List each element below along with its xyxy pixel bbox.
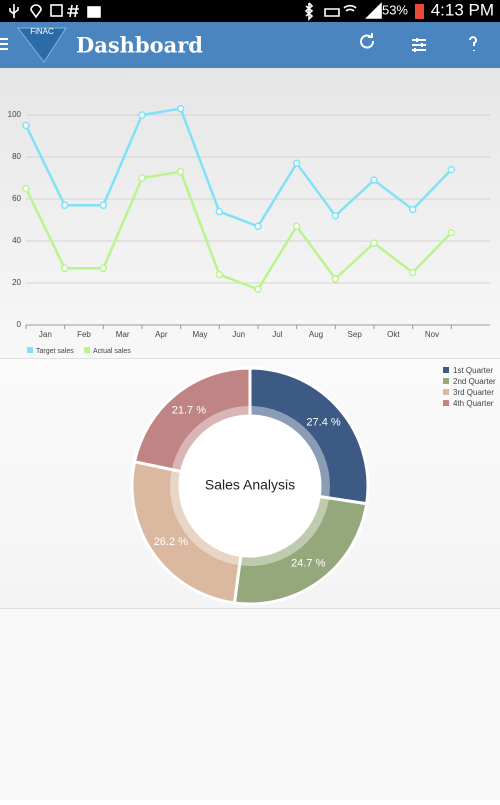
data-point	[408, 268, 417, 277]
data-point	[370, 239, 378, 247]
legend-swatch	[443, 400, 449, 406]
data-point	[292, 159, 301, 168]
refresh-icon[interactable]	[360, 33, 374, 49]
app-title: Dashboard	[76, 33, 203, 58]
pie-slice	[132, 366, 252, 474]
data-point	[176, 167, 185, 176]
x-tick-label: Jun	[232, 330, 245, 339]
logo-shape	[16, 27, 67, 63]
legend-label: 1st Quarter	[453, 366, 493, 375]
x-tick-label: Okt	[387, 330, 400, 339]
x-tick-label: Mar	[116, 330, 130, 339]
data-point	[408, 205, 417, 214]
x-tick-label: Aug	[309, 330, 323, 339]
menu-icon[interactable]	[0, 38, 8, 50]
center-title: Sales Analysis	[205, 477, 295, 493]
center-hole	[181, 417, 319, 555]
settings-icon[interactable]	[412, 38, 426, 52]
status-icons	[9, 2, 424, 21]
data-point	[331, 212, 340, 220]
legend-label: 2nd Quarter	[453, 377, 496, 386]
x-tick-label: Apr	[155, 330, 168, 339]
pie-slice	[130, 459, 243, 605]
data-point	[447, 228, 456, 237]
status-bar	[0, 0, 500, 22]
legend-label: Target sales	[36, 348, 74, 355]
series-line	[24, 170, 453, 291]
battery-text: 53%	[382, 2, 408, 17]
value-label: 21.7 %	[172, 405, 206, 417]
series-line	[24, 107, 453, 228]
legend-label: 3rd Quarter	[453, 388, 494, 397]
data-point	[138, 111, 146, 119]
pie-slice	[248, 366, 370, 506]
data-point	[331, 275, 340, 283]
y-tick-label: 100	[8, 110, 22, 119]
value-label: 27.4 %	[306, 417, 340, 429]
data-point	[138, 174, 146, 182]
x-tick-label: Jul	[272, 330, 282, 339]
data-point	[292, 222, 301, 231]
x-tick-label: Sep	[348, 330, 363, 339]
clock: 4:13 PM	[431, 0, 494, 19]
legend-swatch	[443, 367, 449, 373]
data-point	[99, 264, 108, 273]
y-tick-label: 0	[17, 320, 22, 329]
data-point	[215, 270, 224, 279]
line-panel	[0, 68, 500, 358]
data-point	[447, 165, 456, 174]
legend-swatch	[443, 378, 449, 384]
x-tick-label: Nov	[425, 330, 439, 339]
data-point	[60, 201, 69, 210]
y-tick-label: 60	[12, 194, 21, 203]
value-label: 24.7 %	[291, 557, 325, 569]
value-label: 26.2 %	[154, 536, 188, 548]
data-point	[254, 222, 262, 231]
help-icon[interactable]	[469, 36, 477, 51]
data-point	[254, 285, 262, 294]
legend-swatch	[27, 347, 33, 353]
logo-text: FiNAC	[30, 27, 54, 36]
y-tick-label: 80	[12, 152, 21, 161]
data-point	[22, 121, 30, 130]
x-tick-label: Feb	[77, 330, 91, 339]
legend-swatch	[84, 347, 90, 353]
data-point	[370, 176, 378, 184]
data-point	[99, 201, 108, 210]
x-tick-label: Jan	[39, 330, 52, 339]
y-tick-label: 20	[12, 278, 21, 287]
data-point	[22, 184, 30, 193]
y-tick-label: 40	[12, 236, 21, 245]
legend-label: 4th Quarter	[453, 399, 494, 408]
pie-slice	[232, 494, 369, 606]
data-point	[60, 264, 69, 273]
data-point	[176, 104, 185, 113]
x-tick-label: May	[192, 330, 207, 339]
legend-swatch	[443, 389, 449, 395]
data-point	[215, 207, 224, 216]
legend-label: Actual sales	[93, 348, 131, 355]
